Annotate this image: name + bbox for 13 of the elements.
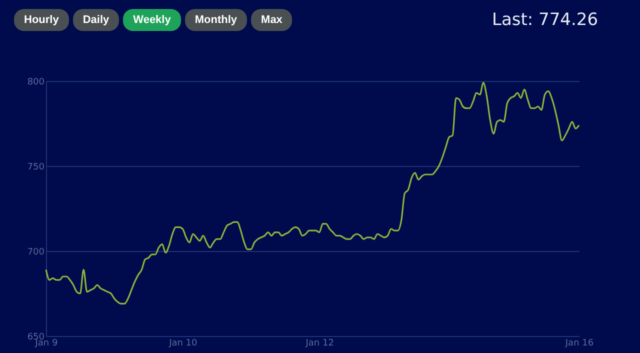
text: Monthly (184, 9, 248, 31)
text: Daily (72, 9, 120, 31)
text: Max (251, 9, 292, 31)
y-tick-label: 750 (27, 162, 45, 172)
text: Weekly (123, 9, 181, 31)
x-tick-label: Jan 10 (168, 338, 198, 348)
text: Hourly (14, 9, 69, 31)
x-tick-label: Jan 9 (34, 338, 58, 348)
y-tick-label: 700 (27, 248, 45, 258)
x-tick-label: Jan 16 (564, 338, 594, 348)
chart-subtitle: Last: 774.26 (492, 10, 598, 30)
y-tick-label: 800 (27, 78, 45, 88)
x-tick-label: Jan 12 (304, 338, 334, 348)
